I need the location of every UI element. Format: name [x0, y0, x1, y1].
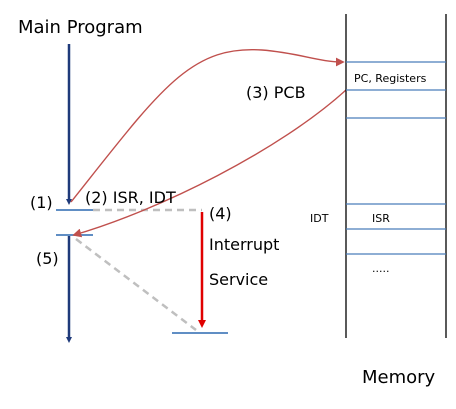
restore-context-arrow: [72, 89, 347, 238]
isr-label: ISR: [372, 212, 390, 225]
step-2-label: (2) ISR, IDT: [85, 188, 176, 207]
memory-ellipsis: .....: [372, 262, 389, 275]
idt-label: IDT: [310, 212, 329, 225]
save-context-arrow: [70, 48, 345, 203]
step-3-label: (3) PCB: [246, 83, 306, 102]
step-5-label: (5): [36, 249, 59, 268]
step-1-label: (1): [30, 193, 53, 212]
return-from-isr-dashed-line: [75, 238, 197, 331]
main-program-label: Main Program: [18, 17, 143, 38]
step-4-label: (4): [209, 204, 232, 223]
memory-label: Memory: [362, 367, 436, 388]
pc-registers-label: PC, Registers: [354, 72, 427, 85]
service-label: Service: [209, 270, 268, 289]
memory-block: [345, 14, 447, 338]
interrupt-label: Interrupt: [209, 235, 279, 254]
